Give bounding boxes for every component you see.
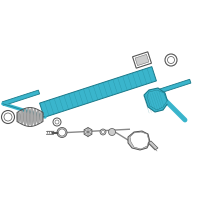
Ellipse shape: [27, 108, 30, 126]
Circle shape: [2, 110, 14, 123]
Polygon shape: [84, 128, 92, 136]
Polygon shape: [144, 88, 168, 112]
Polygon shape: [40, 67, 156, 117]
Ellipse shape: [17, 112, 20, 122]
Polygon shape: [148, 141, 158, 150]
Circle shape: [108, 129, 116, 136]
Polygon shape: [2, 90, 40, 106]
Circle shape: [55, 120, 59, 124]
Polygon shape: [128, 131, 150, 150]
Ellipse shape: [37, 110, 40, 124]
Circle shape: [53, 118, 61, 126]
Polygon shape: [147, 90, 167, 110]
Polygon shape: [133, 52, 151, 68]
Ellipse shape: [30, 108, 33, 126]
Ellipse shape: [33, 109, 36, 125]
Circle shape: [57, 128, 67, 138]
Circle shape: [4, 113, 12, 121]
Ellipse shape: [40, 112, 43, 122]
Circle shape: [100, 129, 106, 135]
Circle shape: [168, 56, 174, 64]
Polygon shape: [135, 54, 149, 66]
Ellipse shape: [20, 110, 23, 124]
Circle shape: [165, 54, 177, 66]
Polygon shape: [130, 132, 149, 149]
Polygon shape: [156, 79, 191, 94]
Circle shape: [102, 130, 104, 134]
Ellipse shape: [24, 109, 27, 125]
Circle shape: [58, 129, 66, 136]
